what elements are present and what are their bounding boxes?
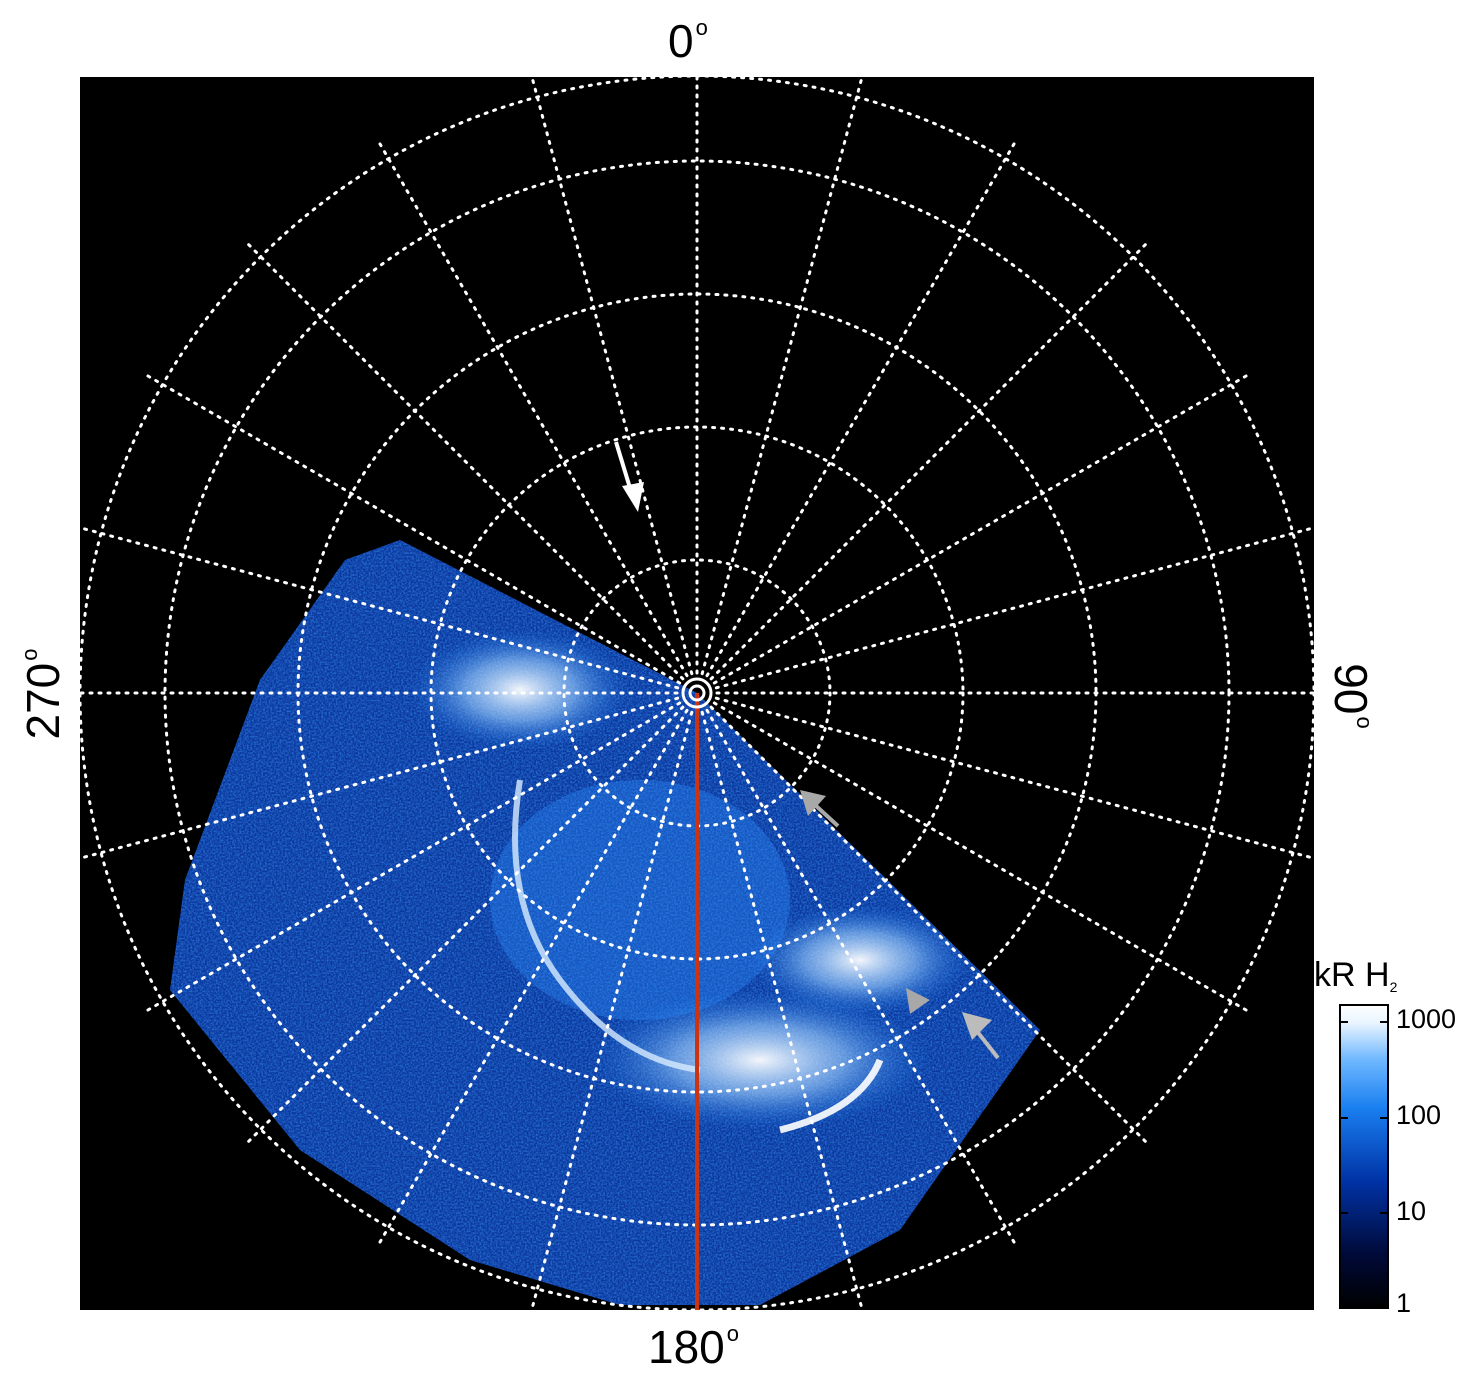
arrow-gray-upper [800,790,840,828]
pole-marker-inner [688,684,706,702]
pole-marker-outer [681,677,713,709]
colorbar-tick-1: 1 [1396,1288,1412,1318]
colorbar-tick-1000: 1000 [1396,1004,1457,1034]
colorbar [1339,1004,1389,1309]
colorbar-title: kR H2 [1314,956,1398,995]
arrow-gray-triangle [906,988,930,1014]
arrow-gray-lower [962,1012,1000,1060]
axis-label-left: 270 [16,640,70,750]
axis-label-bottom: 180 [648,1320,737,1374]
axis-label-right: 90 [1324,640,1378,750]
colorbar-tick-100: 100 [1396,1100,1442,1130]
arrow-white [614,441,644,512]
axis-label-top: 0 [668,14,706,68]
colorbar-tick-10: 10 [1396,1196,1427,1226]
